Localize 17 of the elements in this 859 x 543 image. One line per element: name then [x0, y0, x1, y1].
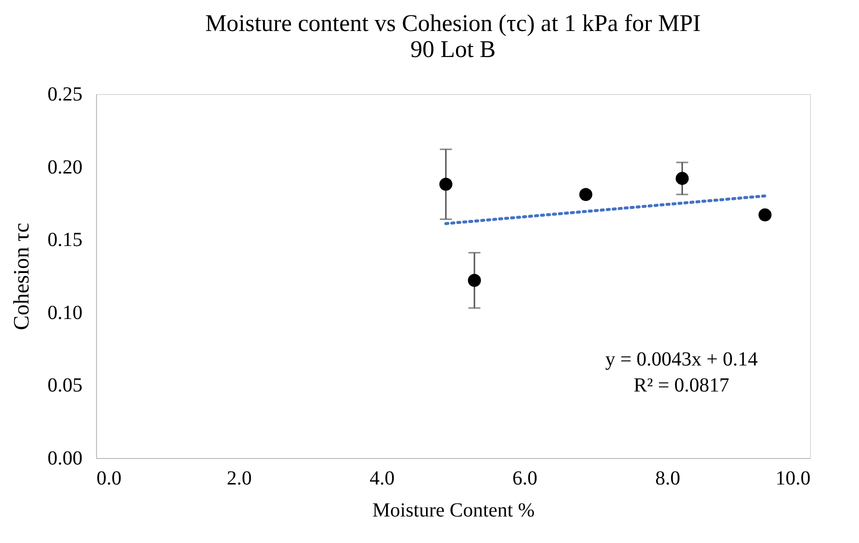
x-tick-label: 10.0	[776, 468, 810, 490]
x-tick-label: 0.0	[96, 468, 122, 490]
y-tick-label: 0.00	[48, 448, 82, 470]
x-tick-label: 2.0	[226, 468, 252, 490]
y-tick-label: 0.25	[48, 84, 82, 106]
x-tick-label: 6.0	[512, 468, 538, 490]
y-tick-label: 0.15	[48, 229, 82, 252]
y-tick-label: 0.05	[48, 374, 82, 397]
x-tick-label: 4.0	[370, 468, 395, 490]
y-axis-title: Cohesion τc	[8, 222, 34, 330]
x-tick-label: 8.0	[655, 468, 680, 490]
annotation: y = 0.0043x + 0.14	[605, 348, 758, 371]
y-tick-label: 0.10	[48, 302, 82, 324]
chart-title: Moisture content vs Cohesion (τc) at 1 kPa for MPI 90 Lot B	[205, 11, 701, 63]
x-axis-title: Moisture Content %	[372, 500, 535, 522]
annotation: R² = 0.0817	[634, 374, 730, 397]
y-tick-label: 0.20	[48, 156, 82, 178]
